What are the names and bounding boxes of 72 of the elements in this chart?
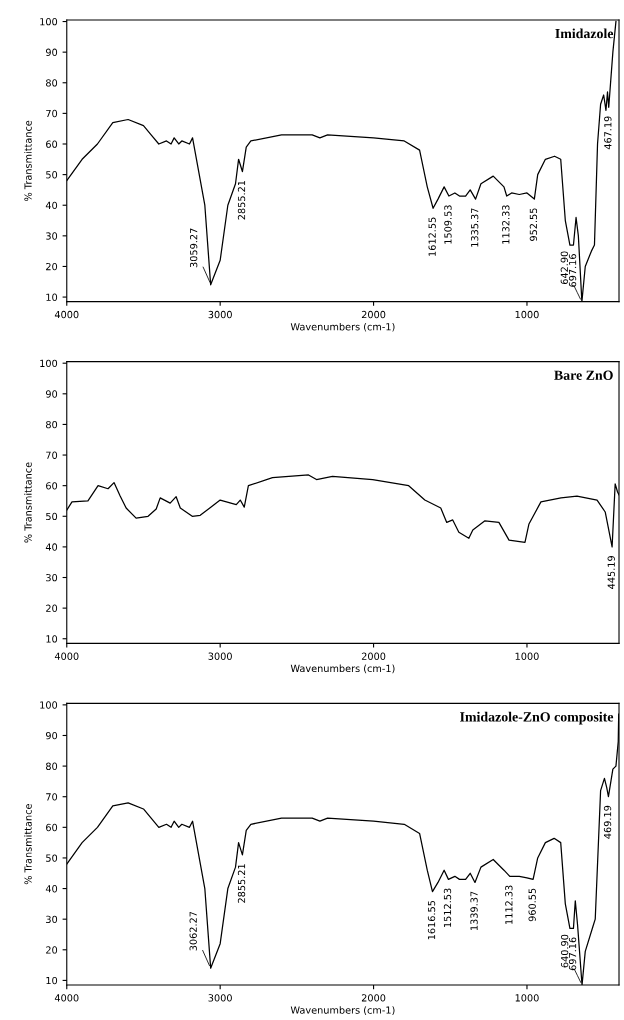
y-tick-label: 10 [46, 635, 58, 643]
annotation: 1616.55 [427, 900, 436, 940]
y-tick-label: 50 [46, 171, 58, 179]
y-tick-label: 100 [40, 701, 58, 709]
x-tick-label: 1000 [515, 994, 539, 1002]
x-axis-title: Wavenumbers (cm-1) [290, 1006, 395, 1015]
y-axis-title: % Transmittance [24, 804, 32, 885]
annotation: 2855.21 [237, 180, 246, 220]
annotation: 952.55 [529, 208, 538, 241]
y-tick-label: 40 [45, 543, 58, 551]
y-axis-title: % Transmittance [24, 462, 32, 543]
x-tick-label: 4000 [54, 994, 79, 1002]
y-tick-label: 30 [46, 915, 58, 924]
y-tick-label: 20 [46, 604, 58, 612]
x-tick-label: 3000 [208, 652, 232, 660]
x-tick-label: 2000 [361, 652, 386, 660]
x-tick-label: 1000 [515, 310, 539, 319]
x-tick-label: 4000 [54, 652, 79, 660]
x-tick-label: 3000 [208, 310, 232, 319]
y-tick-label: 60 [46, 140, 58, 148]
x-tick-label: 4000 [54, 310, 79, 319]
y-tick-label: 40 [45, 201, 58, 210]
x-axis-title: Wavenumbers (cm-1) [290, 664, 395, 674]
y-tick-label: 100 [40, 359, 58, 368]
x-axis-title: Wavenumbers (cm-1) [290, 322, 395, 332]
y-tick-label: 80 [46, 420, 58, 429]
annotation: 1112.33 [505, 885, 513, 924]
text: Imidazole-ZnO composite [460, 711, 614, 725]
annotation: 697.16 [568, 254, 577, 287]
y-tick-label: 70 [46, 109, 58, 118]
y-tick-label: 90 [45, 731, 58, 740]
annotation: 469.19 [603, 805, 612, 839]
annotation: 642.90 [560, 251, 568, 285]
y-tick-label: 30 [46, 573, 58, 582]
annotation: 467.19 [604, 116, 612, 150]
y-tick-label: 20 [46, 262, 58, 271]
chart-title: Imidazole [555, 28, 614, 39]
annotation: 1612.55 [428, 217, 436, 256]
annotation: 640.90 [560, 934, 569, 968]
x-tick-label: 2000 [361, 994, 386, 1002]
annotation: 445.19 [607, 556, 615, 589]
y-tick-label: 30 [46, 232, 58, 240]
annotation: 1509.53 [444, 205, 452, 244]
y-tick-label: 80 [46, 762, 58, 770]
y-tick-label: 50 [46, 854, 58, 862]
annotation: 1335.37 [470, 208, 479, 247]
y-tick-label: 60 [46, 482, 58, 490]
annotation: 3062.27 [189, 911, 197, 951]
y-axis-title: % Transmittance [24, 120, 32, 201]
chart-title: Bare ZnO [554, 370, 613, 380]
annotation: 3059.27 [189, 228, 198, 268]
y-tick-label: 70 [46, 793, 58, 801]
x-tick-label: 1000 [515, 652, 539, 660]
x-tick-label: 3000 [208, 994, 232, 1002]
y-tick-label: 70 [46, 451, 58, 459]
annotation: 1339.37 [470, 891, 478, 931]
y-tick-label: 80 [46, 79, 58, 87]
y-tick-label: 50 [46, 512, 58, 521]
annotation: 2855.21 [237, 864, 246, 903]
y-tick-label: 60 [46, 823, 58, 832]
y-tick-label: 20 [46, 946, 58, 954]
annotation: 697.16 [568, 937, 577, 971]
y-tick-label: 100 [40, 18, 58, 26]
y-tick-label: 10 [46, 293, 58, 301]
x-tick-label: 2000 [361, 310, 386, 319]
annotation: 1512.53 [443, 888, 452, 927]
annotation: 1132.33 [502, 205, 510, 244]
y-tick-label: 90 [45, 390, 58, 398]
annotation: 960.55 [528, 888, 536, 922]
y-tick-label: 10 [46, 976, 58, 985]
y-tick-label: 40 [45, 885, 58, 893]
y-tick-label: 90 [45, 48, 58, 56]
